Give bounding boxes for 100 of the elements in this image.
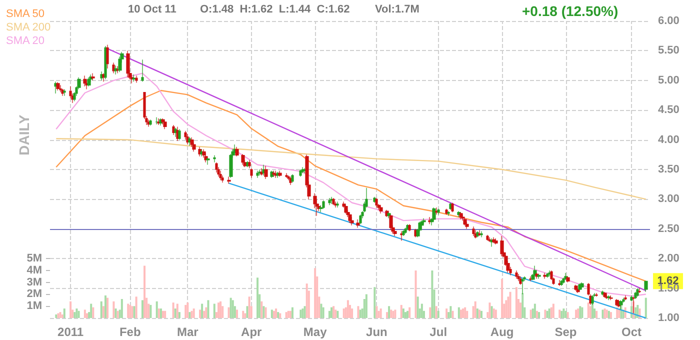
bar <box>408 307 411 318</box>
candlestick <box>235 146 239 157</box>
candlestick <box>250 168 253 178</box>
bar <box>494 310 497 318</box>
candlestick <box>241 154 245 166</box>
candlestick <box>644 280 648 292</box>
candlestick <box>264 166 268 180</box>
candlestick <box>379 206 383 214</box>
candlestick <box>332 198 335 206</box>
bar <box>63 308 66 318</box>
bar <box>394 310 396 318</box>
bar <box>501 278 504 318</box>
candlestick <box>118 56 122 72</box>
bar <box>416 296 419 318</box>
candlestick <box>519 276 522 286</box>
candlestick <box>465 221 469 230</box>
bar <box>289 310 292 318</box>
bar <box>304 306 306 318</box>
bar <box>285 312 288 318</box>
bar <box>575 310 578 318</box>
candlestick <box>141 59 144 82</box>
bar <box>102 306 104 318</box>
candlestick <box>537 274 541 280</box>
bar <box>144 266 146 318</box>
candlestick <box>389 214 393 230</box>
candlestick <box>301 166 304 174</box>
bar <box>505 300 508 318</box>
bar <box>374 287 376 318</box>
y-tick-label: 5.00 <box>658 74 680 86</box>
bar <box>636 304 639 318</box>
bar <box>630 306 633 318</box>
candlestick <box>550 270 553 280</box>
bar <box>587 302 590 318</box>
bar <box>217 302 220 318</box>
candlestick <box>476 230 479 238</box>
y2-tick-label: 4M <box>26 264 42 276</box>
x-tick-label: Apr <box>241 325 262 339</box>
bar <box>129 304 132 318</box>
text: +0.18 (12.50%) <box>522 3 618 19</box>
y2-tick-label: 2M <box>26 288 42 300</box>
bar <box>534 304 536 318</box>
candlestick <box>132 74 136 82</box>
candlestick <box>560 280 563 286</box>
bar <box>332 306 335 318</box>
candlestick <box>100 71 103 81</box>
bar <box>414 270 417 318</box>
bar <box>515 287 518 318</box>
candlestick <box>322 200 325 210</box>
bar <box>462 308 464 318</box>
candlestick <box>289 176 292 186</box>
bar <box>248 296 250 318</box>
candlestick <box>291 174 294 183</box>
text: 10 Oct 11 <box>128 4 176 16</box>
bar <box>581 307 584 318</box>
bar <box>474 301 476 318</box>
candlestick <box>206 157 210 166</box>
bar <box>328 310 330 318</box>
candlestick <box>517 274 520 282</box>
candlestick <box>112 62 115 74</box>
candlestick <box>515 270 518 280</box>
bar <box>59 312 62 318</box>
bar <box>127 304 130 318</box>
candlestick <box>126 50 130 78</box>
text: DAILY <box>16 114 32 156</box>
bar <box>104 295 106 318</box>
candlestick <box>330 196 333 204</box>
bar <box>302 308 304 318</box>
candlestick <box>488 236 491 242</box>
candlestick <box>190 137 194 148</box>
bar <box>342 308 345 318</box>
x-tick-label: 2011 <box>58 325 84 339</box>
bar <box>112 301 115 318</box>
candlestick <box>149 119 152 126</box>
candlestick <box>546 272 549 278</box>
bar <box>562 308 565 318</box>
bar <box>446 308 448 318</box>
bar <box>192 308 195 318</box>
candlestick <box>445 208 448 215</box>
bar <box>100 301 102 318</box>
candlestick <box>562 277 565 284</box>
candlestick <box>472 226 475 236</box>
candlestick <box>566 276 570 283</box>
bar <box>509 292 512 318</box>
candlestick <box>375 198 378 208</box>
bar <box>520 302 522 318</box>
y2-tick-label: 5M <box>26 252 42 265</box>
bar <box>176 304 178 318</box>
x-tick-label: Aug <box>490 325 514 339</box>
candlestick <box>400 230 403 242</box>
bar <box>106 298 109 318</box>
candlestick <box>474 230 477 239</box>
y-tick-label: 2.00 <box>658 252 680 265</box>
x-tick-label: Jun <box>366 325 388 339</box>
bar <box>114 308 117 318</box>
bar <box>172 302 174 318</box>
candlestick <box>630 295 633 302</box>
x-tick-label: May <box>303 325 328 339</box>
bar <box>320 304 322 318</box>
bar <box>538 312 540 318</box>
candlestick <box>319 204 323 213</box>
